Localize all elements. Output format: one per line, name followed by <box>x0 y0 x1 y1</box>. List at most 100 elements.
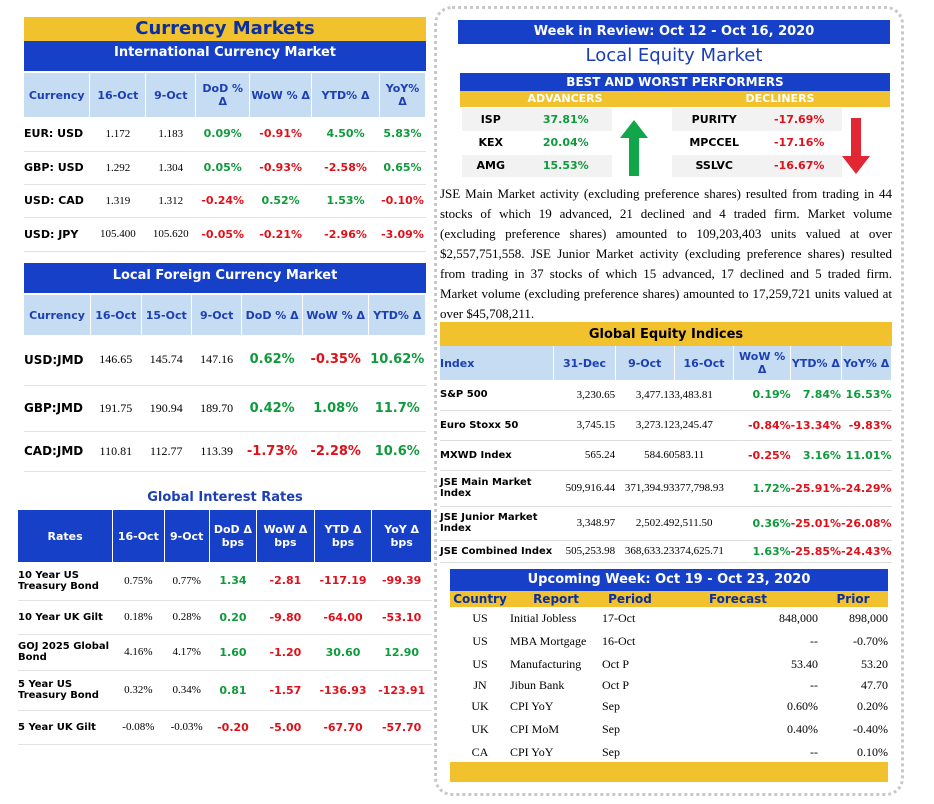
table-cell: 110.81 <box>90 431 142 472</box>
table-cell: -25.85% <box>790 540 842 563</box>
table-cell: -2.81 <box>256 562 315 601</box>
table-row: 10 Year US Treasury Bond 0.75% 0.77% 1.34 -2… <box>18 562 432 601</box>
table-cell: -57.70 <box>371 710 432 745</box>
table-cell: UK <box>471 699 489 713</box>
table-cell: Oct P <box>602 656 629 671</box>
table-cell: USD:JMD <box>24 335 91 386</box>
table-row: JSE Junior Market Index 3,348.97 2,502.49 2… <box>440 506 892 541</box>
change-pct: 15.53% <box>519 154 612 178</box>
column-header: YoY% Δ <box>379 73 427 117</box>
table-row: EUR: USD 1.172 1.183 0.09% -0.91% 4.50% 5.83% <box>24 117 426 152</box>
table-row: GOJ 2025 Global Bond 4.16% 4.17% 1.60 -1.20 3… <box>18 634 432 671</box>
table-cell: 4.16% <box>112 634 165 671</box>
table-cell: CAD:JMD <box>24 431 91 472</box>
table-cell: 0.52% <box>249 184 312 218</box>
column-header: 16-Oct <box>90 295 142 335</box>
table-cell: 4.17% <box>164 634 210 671</box>
table-row: UK CPI MoM Sep 0.40% -0.40% <box>450 718 888 741</box>
ticker: KEX <box>462 131 520 155</box>
table-cell: 17-Oct <box>602 611 636 625</box>
decliners-table: PURITY -17.69% MPCCEL -17.16% SSLVC -16.67% <box>672 108 842 178</box>
table-cell: 3,348.97 <box>553 506 616 541</box>
column-header: 16-Oct <box>89 73 147 117</box>
table-cell: 0.62% <box>241 335 303 386</box>
table-cell: 113.39 <box>191 431 242 472</box>
table-cell: 3,273.12 <box>615 410 675 441</box>
table-cell: -9.83% <box>841 410 892 441</box>
interest-table: Rates 16-Oct 9-Oct DoD Δ bps WoW Δ bps YTD Δ … <box>18 510 432 745</box>
table-cell: Initial Jobless <box>510 611 577 625</box>
table-cell: 0.05% <box>195 151 250 185</box>
table-cell: -0.20 <box>209 710 257 745</box>
table-cell: US <box>472 611 488 625</box>
table-row: S&P 500 3,230.65 3,477.13 3,483.81 0.19% 7.84… <box>440 380 892 411</box>
ticker: ISP <box>462 108 520 132</box>
column-header: YoY Δ bps <box>371 510 432 562</box>
table-cell: -2.96% <box>311 217 380 252</box>
table-cell: GBP: USD <box>24 151 90 185</box>
column-header: Currency <box>24 73 91 117</box>
interest-title: Global Interest Rates <box>147 490 303 505</box>
table-cell: S&P 500 <box>440 380 554 411</box>
column-header: Rates <box>18 510 114 562</box>
table-cell: -1.57 <box>256 670 315 711</box>
column-header: WoW Δ bps <box>256 510 315 562</box>
table-row: USD: CAD 1.319 1.312 -0.24% 0.52% 1.53% -0.10% <box>24 184 426 218</box>
table-cell: 145.74 <box>141 335 192 386</box>
column-header: DoD % Δ <box>195 73 251 117</box>
table-cell: 368,633.23 <box>615 540 675 563</box>
table-cell: Euro Stoxx 50 <box>440 410 554 441</box>
performers-title: BEST AND WORST PERFORMERS <box>460 73 890 91</box>
table-cell: 0.18% <box>112 600 165 635</box>
table-cell: CPI YoY <box>510 699 554 713</box>
table-cell: 3,477.13 <box>615 380 675 411</box>
table-row: MXWD Index 565.24 584.60 583.11 -0.25% 3.16% 1… <box>440 440 892 471</box>
table-cell: JSE Main Market Index <box>440 470 554 507</box>
market-summary: JSE Main Market activity (excluding pref… <box>440 186 892 321</box>
table-row: GBP: USD 1.292 1.304 0.05% -0.93% -2.58% 0.65% <box>24 151 426 185</box>
table-cell: 146.65 <box>90 335 142 386</box>
table-cell: -99.39 <box>371 562 432 601</box>
ticker: AMG <box>462 154 520 178</box>
table-cell: Manufacturing <box>510 656 582 671</box>
intl-currency-subtitle: International Currency Market <box>24 41 426 71</box>
performer-row: KEX 20.04% <box>462 131 612 155</box>
table-cell: GOJ 2025 Global Bond <box>18 634 113 671</box>
currency-markets-title: Currency Markets <box>24 17 426 41</box>
table-cell: -53.10 <box>371 600 432 635</box>
table-cell: 16-Oct <box>602 634 636 648</box>
table-cell: EUR: USD <box>24 117 90 152</box>
table-cell: -- <box>810 677 818 692</box>
table-cell: -0.25% <box>733 440 791 471</box>
table-cell: -2.58% <box>311 151 380 185</box>
table-cell: -0.08% <box>112 710 165 745</box>
upcoming-title: Upcoming Week: Oct 19 - Oct 23, 2020 <box>450 569 888 591</box>
table-cell: 0.40% <box>787 722 818 736</box>
table-cell: -25.01% <box>790 506 842 541</box>
advancers-label: ADVANCERS <box>460 91 670 107</box>
table-cell: 0.77% <box>164 562 210 601</box>
table-cell: 4.50% <box>311 117 380 152</box>
table-cell: 898,000 <box>849 611 888 625</box>
performer-row: PURITY -17.69% <box>672 108 842 132</box>
column-header: WoW % Δ <box>302 295 370 335</box>
table-cell: 1.319 <box>89 184 146 218</box>
table-row: 5 Year US Treasury Bond 0.32% 0.34% 0.81 -1.… <box>18 670 432 711</box>
table-cell: 3,230.65 <box>553 380 616 411</box>
table-cell: 1.53% <box>311 184 380 218</box>
table-cell: -0.03% <box>164 710 210 745</box>
table-cell: 1.312 <box>145 184 196 218</box>
table-cell: -0.24% <box>195 184 250 218</box>
table-cell: -13.34% <box>790 410 842 441</box>
table-cell: 509,916.44 <box>553 470 616 507</box>
table-cell: -1.73% <box>241 431 303 472</box>
indices-title: Global Equity Indices <box>440 322 892 346</box>
table-cell: Sep <box>602 722 620 736</box>
column-header: Report <box>510 591 602 607</box>
table-cell: 1.34 <box>209 562 257 601</box>
up-arrow-icon <box>620 120 648 181</box>
column-header: DoD Δ bps <box>209 510 258 562</box>
week-in-review: Week in Review: Oct 12 - Oct 16, 2020 <box>458 20 890 44</box>
column-header: 16-Oct <box>112 510 165 562</box>
column-header: Forecast <box>658 591 818 607</box>
